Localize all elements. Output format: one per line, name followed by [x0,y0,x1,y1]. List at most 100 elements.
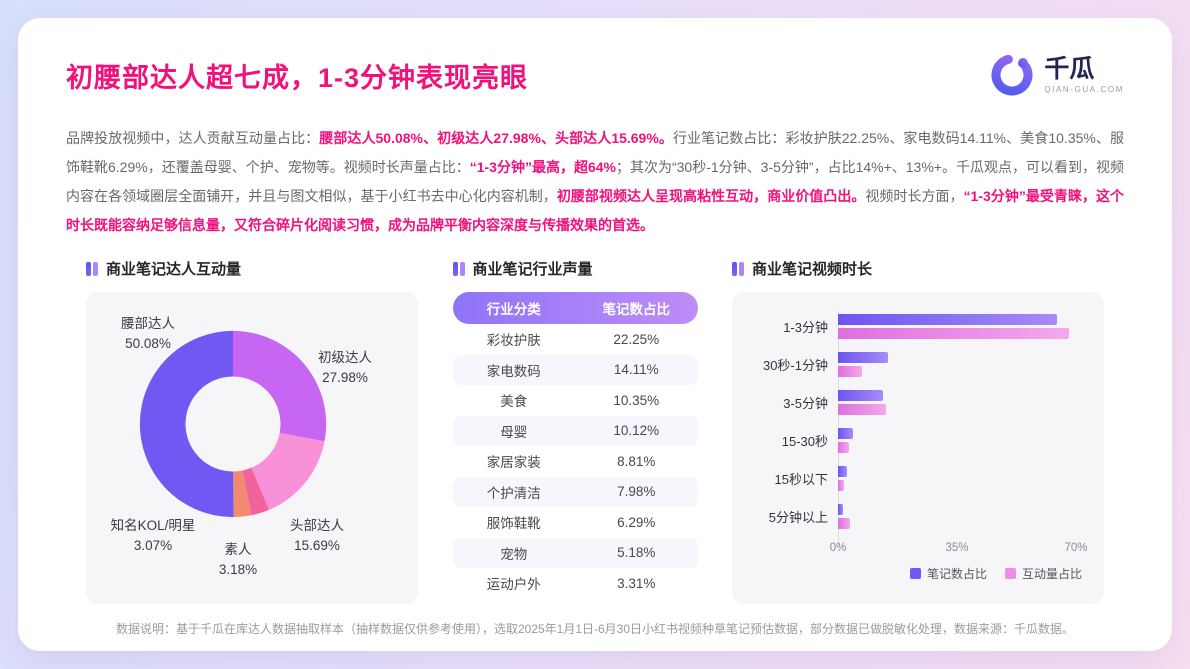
bar-互动量占比 [838,404,887,415]
section-heading-donut: 商业笔记达人互动量 [86,258,418,279]
donut-label: 素人 3.18% [218,542,258,577]
table-row: 个护清洁 7.98% [452,476,698,507]
brand-logo: 千瓜 QIAN-GUA.COM [989,52,1124,98]
intro-segment: “1-3分钟”最高，超64% [469,159,616,175]
bar-group: 30秒-1分钟 [744,352,1086,377]
section-title-bars: 商业笔记视频时长 [752,261,873,278]
table-cell: 家电数码 [486,363,541,379]
table-cell: 6.29% [617,514,656,530]
header: 初腰部达人超七成，1-3分钟表现亮眼 千瓜 QIAN-GUA.COM [66,52,1124,98]
donut-label: 知名KOL/明星 3.07% [110,518,196,553]
table-cell: 22.25% [613,331,660,347]
page-title: 初腰部达人超七成，1-3分钟表现亮眼 [66,62,529,93]
intro-segment: ；其次为“30秒-1分钟、3-5分钟”，占比14%+、13%+。千瓜观点，可以看… [66,159,1124,204]
bar-互动量占比 [838,366,862,377]
table-header-share: 笔记数占比 [602,302,671,317]
bar-chart-legend: 笔记数占比 互动量占比 [744,565,1086,582]
charts-row: 商业笔记达人互动量 腰部达人 50.08% 初级达人 27.98% 头部达人 15.69%… [66,258,1124,604]
table-section: 商业笔记行业声量 行业分类 笔记数占比 彩妆护肤 22.25% 家电数码 14.11%… [452,258,698,604]
bar-category-label: 15秒以下 [774,472,828,487]
table-cell: 服饰鞋靴 [486,516,541,532]
legend-swatch-icon [909,568,921,579]
donut-label: 腰部达人 50.08% [121,316,175,351]
table-cell: 10.35% [613,392,660,408]
table-row: 家居家装 8.81% [453,446,698,477]
legend-swatch-icon [1004,568,1016,579]
table-cell: 美食 [500,394,528,410]
table-row: 家电数码 14.11% [452,354,698,385]
bar-category-label: 3-5分钟 [783,396,828,411]
table-row: 运动户外 3.31% [453,568,698,599]
chart-bullet-icon [452,261,465,276]
brand-text: 千瓜 QIAN-GUA.COM [1044,55,1124,94]
bar-rows: 1-3分钟 30秒-1分钟 3-5分钟 15-30秒 15秒以下 5分钟以上 [744,314,1086,529]
intro-paragraph: 品牌投放视频中，达人贡献互动量占比：腰部达人50.08%、初级达人27.98%、… [66,124,1124,240]
donut-slice [139,330,234,518]
table-cell: 5.18% [617,545,656,561]
table-cell: 7.98% [617,484,656,500]
table-cell: 彩妆护肤 [486,333,541,349]
bar-笔记数占比 [838,390,883,401]
section-heading-bars: 商业笔记视频时长 [732,258,1104,279]
table-cell: 家居家装 [486,455,541,471]
table-cell: 8.81% [617,453,656,469]
intro-segment: “1-3分钟”最受青睐，这个时长既能容纳足够信息量，又符合碎片化阅读习惯，成为品… [66,188,1125,233]
brand-domain: QIAN-GUA.COM [1044,84,1124,94]
bar-category-label: 5分钟以上 [768,510,828,525]
bar-group: 1-3分钟 [744,314,1086,339]
intro-segment: 视频时长方面， [865,188,964,204]
bar-笔记数占比 [838,504,843,515]
bar-group: 5分钟以上 [744,504,1086,529]
x-axis-tick: 70% [1064,542,1088,554]
table-cell: 宠物 [500,546,528,562]
table-cell: 个护清洁 [486,485,541,501]
bar-group: 15-30秒 [744,428,1086,453]
table-body: 彩妆护肤 22.25% 家电数码 14.11% 美食 10.35% 母婴 10.12% 家居家装… [452,324,698,599]
bar-笔记数占比 [838,352,888,363]
table-cell: 14.11% [613,362,659,378]
legend-item: 互动量占比 [1004,565,1082,582]
bar-group: 3-5分钟 [744,390,1086,415]
qiangua-logo-icon [991,54,1033,96]
donut-slice [233,470,252,518]
bar-笔记数占比 [838,314,1057,325]
donut-slice [242,467,270,516]
table-cell: 10.12% [613,423,660,439]
chart-bullet-icon [732,261,744,276]
intro-segment: 腰部达人50.08%、初级达人27.98%、头部达人15.69%。 [319,130,673,146]
legend-item: 笔记数占比 [909,565,987,582]
bar-group: 15秒以下 [744,466,1086,491]
bar-互动量占比 [838,328,1069,339]
bar-category-label: 15-30秒 [781,434,828,449]
donut-section: 商业笔记达人互动量 腰部达人 50.08% 初级达人 27.98% 头部达人 15.69%… [86,258,418,604]
bar-互动量占比 [838,480,845,491]
industry-table: 行业分类 笔记数占比 彩妆护肤 22.25% 家电数码 14.11% 美食 10.35% 母… [452,292,698,599]
donut-slice [251,432,325,510]
donut-label: 初级达人 27.98% [318,350,372,385]
table-cell: 运动户外 [486,577,541,593]
table-cell: 3.31% [617,575,656,591]
table-row: 服饰鞋靴 6.29% [453,507,698,538]
intro-segment: 品牌投放视频中，达人贡献互动量占比： [66,130,320,146]
table-row: 母婴 10.12% [452,415,698,446]
donut-slice [233,330,327,442]
bar-chart-panel: 1-3分钟 30秒-1分钟 3-5分钟 15-30秒 15秒以下 5分钟以上 0% 35% 7… [732,292,1104,604]
intro-segment: 行业笔记数占比：彩妆护肤22.25%、家电数码14.11%、美食10.35%、服… [66,130,1124,175]
table-header-category: 行业分类 [486,302,541,317]
donut-label: 头部达人 15.69% [290,518,344,553]
brand-name: 千瓜 [1044,55,1095,84]
section-title-table: 商业笔记行业声量 [472,261,593,278]
x-axis-ticks: 0% 35% 70% [830,542,1088,558]
bar-笔记数占比 [838,466,847,477]
bar-category-label: 1-3分钟 [783,320,828,335]
donut-chart [139,330,327,518]
table-row: 彩妆护肤 22.25% [453,324,698,355]
x-axis-tick: 35% [945,542,969,554]
bar-category-label: 30秒-1分钟 [762,358,828,373]
table-header: 行业分类 笔记数占比 [452,292,698,324]
chart-bullet-icon [86,261,98,276]
report-card: 初腰部达人超七成，1-3分钟表现亮眼 千瓜 QIAN-GUA.COM [18,18,1172,651]
section-title-donut: 商业笔记达人互动量 [106,261,242,278]
bar-互动量占比 [838,442,849,453]
